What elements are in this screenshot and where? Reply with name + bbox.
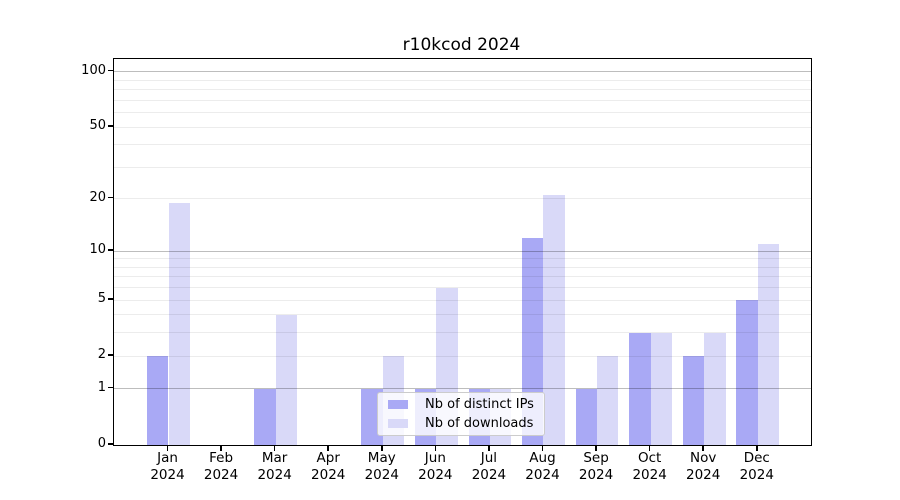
plot-area <box>113 58 812 446</box>
bar-downloads-dec <box>757 244 780 445</box>
month-name: Feb <box>209 450 234 466</box>
y-tick-label-20: 20 <box>89 189 106 205</box>
y-tick-mark-1 <box>108 386 113 389</box>
y-tick-mark-5 <box>108 298 113 300</box>
x-tick-mark-jun <box>434 445 437 451</box>
x-tick-label-dec: Dec 2024 <box>727 450 787 484</box>
x-tick-label-oct: Oct 2024 <box>620 450 680 484</box>
month-year: 2024 <box>203 467 239 483</box>
y-tick-label-10: 10 <box>89 242 106 258</box>
month-year: 2024 <box>686 467 721 483</box>
x-tick-label-apr: Apr 2024 <box>298 450 358 484</box>
bar-downloads-mar <box>275 314 298 445</box>
x-tick-mark-dec <box>756 445 758 451</box>
y-tick-mark-0 <box>108 443 113 445</box>
y-tick-mark-2 <box>108 354 113 356</box>
bar-distinct-ips-oct <box>629 332 651 445</box>
y-tick-mark-20 <box>108 196 113 199</box>
month-name: Jan <box>157 450 178 466</box>
legend-label-distinct-ips: Nb of distinct IPs <box>425 397 534 412</box>
x-tick-label-aug: Aug 2024 <box>512 450 572 484</box>
month-year: 2024 <box>471 467 507 483</box>
month-name: Mar <box>261 450 288 466</box>
x-tick-label-mar: Mar 2024 <box>245 450 305 484</box>
month-name: Sep <box>583 450 609 466</box>
x-tick-label-jan: Jan 2024 <box>138 450 198 484</box>
x-tick-mark-apr <box>327 445 329 451</box>
legend-swatch-downloads <box>388 419 408 428</box>
chart-title: r10kcod 2024 <box>402 35 521 55</box>
month-year: 2024 <box>578 467 614 483</box>
month-name: Jun <box>424 450 446 466</box>
x-tick-label-jun: Jun 2024 <box>405 450 465 484</box>
month-name: May <box>367 450 396 466</box>
bar-downloads-oct <box>650 332 673 445</box>
month-year: 2024 <box>739 467 774 483</box>
x-tick-mark-jan <box>166 445 169 451</box>
bar-distinct-ips-dec <box>736 300 758 445</box>
x-tick-label-jul: Jul 2024 <box>459 450 519 484</box>
x-tick-label-may: May 2024 <box>352 450 412 484</box>
legend-item-downloads: Nb of downloads <box>386 416 536 431</box>
y-tick-mark-100 <box>108 69 113 72</box>
month-name: Apr <box>316 450 340 466</box>
y-tick-label-5: 5 <box>97 291 106 307</box>
y-tick-label-2: 2 <box>97 347 106 363</box>
month-year: 2024 <box>632 467 667 483</box>
x-tick-mark-aug <box>541 445 544 451</box>
x-tick-mark-feb <box>220 445 222 451</box>
month-name: Aug <box>529 450 556 466</box>
y-tick-label-1: 1 <box>97 379 106 395</box>
y-tick-label-100: 100 <box>81 62 106 78</box>
x-tick-mark-mar <box>273 445 276 451</box>
bars-layer <box>114 59 811 445</box>
x-tick-mark-oct <box>648 445 651 451</box>
x-tick-label-sep: Sep 2024 <box>566 450 626 484</box>
legend-label-downloads: Nb of downloads <box>425 416 534 431</box>
legend: Nb of distinct IPs Nb of downloads <box>377 392 545 436</box>
month-year: 2024 <box>364 467 399 483</box>
month-year: 2024 <box>257 467 292 483</box>
y-tick-label-0: 0 <box>97 436 106 451</box>
legend-item-distinct-ips: Nb of distinct IPs <box>386 397 536 412</box>
month-year: 2024 <box>525 467 560 483</box>
legend-swatch-distinct-ips <box>388 400 408 409</box>
month-name: Nov <box>690 450 717 466</box>
y-tick-mark-50 <box>108 125 113 127</box>
bar-downloads-aug <box>543 195 565 445</box>
month-name: Dec <box>743 450 770 466</box>
bar-distinct-ips-sep <box>575 388 598 445</box>
bar-downloads-sep <box>597 356 619 445</box>
bar-downloads-jan <box>168 202 190 445</box>
bar-distinct-ips-jan <box>147 356 169 445</box>
bar-distinct-ips-mar <box>254 388 276 445</box>
x-tick-mark-jul <box>488 445 490 451</box>
x-tick-mark-nov <box>702 445 704 451</box>
y-tick-mark-10 <box>108 249 113 251</box>
y-tick-label-50: 50 <box>89 118 106 134</box>
month-year: 2024 <box>150 467 185 483</box>
month-year: 2024 <box>418 467 453 483</box>
month-name: Jul <box>480 450 498 466</box>
bar-distinct-ips-nov <box>682 356 705 445</box>
x-tick-label-nov: Nov 2024 <box>673 450 733 484</box>
month-name: Oct <box>637 450 662 466</box>
x-tick-mark-may <box>381 445 383 451</box>
x-tick-label-feb: Feb 2024 <box>191 450 251 484</box>
bar-downloads-nov <box>704 332 726 445</box>
x-tick-mark-sep <box>595 445 597 451</box>
month-year: 2024 <box>311 467 346 483</box>
